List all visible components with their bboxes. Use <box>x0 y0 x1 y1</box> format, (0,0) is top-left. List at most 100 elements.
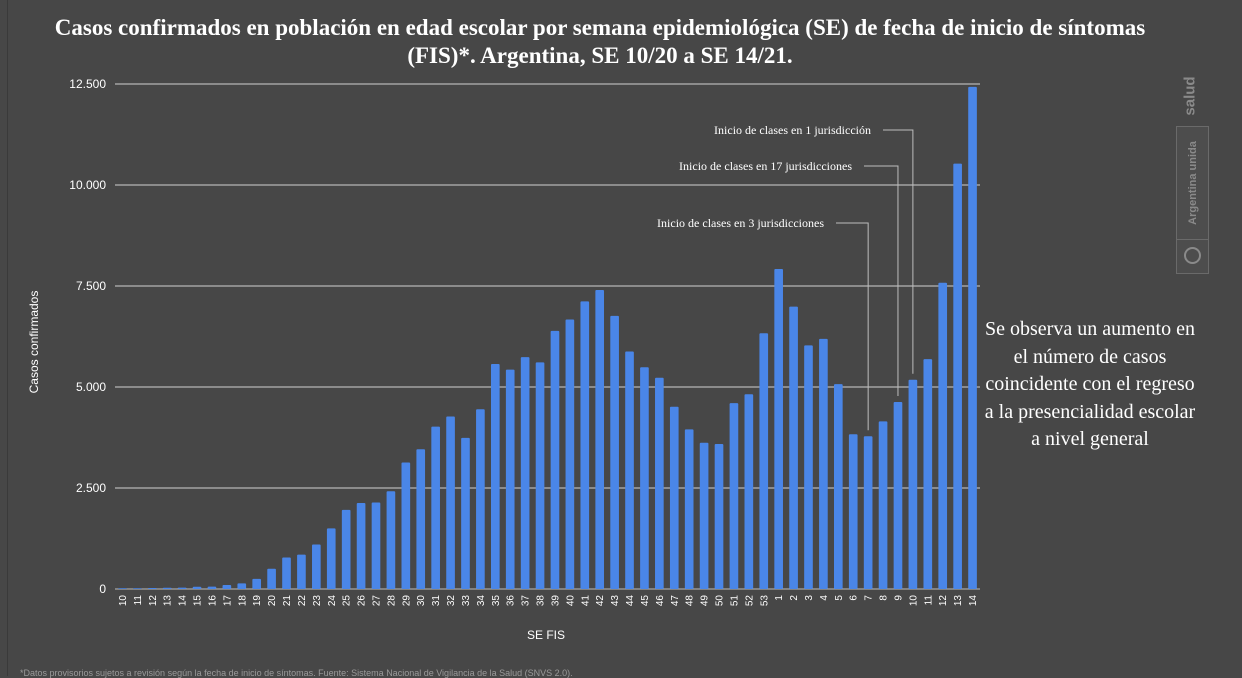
bar <box>297 554 306 589</box>
x-tick-label: 6 <box>849 595 860 601</box>
x-tick-label: 40 <box>565 595 576 607</box>
bar <box>878 421 888 589</box>
bar <box>416 449 426 589</box>
bar <box>565 319 575 589</box>
bar <box>580 301 590 589</box>
x-tick-label: 9 <box>893 595 904 601</box>
x-tick-label: 7 <box>864 595 875 601</box>
x-tick-label: 36 <box>506 595 517 607</box>
x-tick-label: 35 <box>491 595 502 607</box>
left-border <box>7 0 8 676</box>
x-tick-label: 45 <box>640 595 651 607</box>
bar <box>804 345 813 589</box>
x-tick-label: 24 <box>327 595 338 607</box>
y-tick-label: 0 <box>99 582 106 596</box>
bar <box>356 502 366 589</box>
bar <box>520 357 530 589</box>
bar <box>386 491 396 589</box>
bar <box>789 306 798 589</box>
x-tick-label: 34 <box>476 595 487 607</box>
x-tick-label: 21 <box>282 595 293 607</box>
x-tick-label: 13 <box>953 595 964 607</box>
bar <box>923 359 933 589</box>
bar <box>133 588 142 589</box>
x-tick-label: 22 <box>297 595 308 607</box>
bar <box>625 351 634 589</box>
x-tick-label: 15 <box>193 595 204 607</box>
bar <box>729 403 739 589</box>
y-tick-label: 5.000 <box>76 380 106 394</box>
x-tick-label: 39 <box>550 595 561 607</box>
x-tick-label: 16 <box>207 595 218 607</box>
x-tick-label: 20 <box>267 595 278 607</box>
bar <box>684 429 694 589</box>
y-tick-label: 7.500 <box>76 279 106 293</box>
bar <box>490 363 500 589</box>
annotation-leader-line <box>883 129 914 374</box>
bar <box>669 406 679 589</box>
bar <box>222 584 232 589</box>
x-tick-label: 14 <box>968 595 979 607</box>
bar <box>893 401 903 589</box>
x-tick-label: 12 <box>938 595 949 607</box>
bar <box>610 315 619 589</box>
x-tick-label: 2 <box>789 595 800 601</box>
x-tick-label: 10 <box>908 595 919 607</box>
bar <box>744 394 754 589</box>
x-tick-label: 23 <box>312 595 323 607</box>
x-tick-label: 26 <box>357 595 368 607</box>
bar <box>162 587 172 589</box>
bar <box>968 86 977 589</box>
y-axis-label: Casos confirmados <box>27 290 41 394</box>
x-tick-label: 51 <box>729 595 740 607</box>
x-tick-label: 13 <box>163 595 174 607</box>
x-tick-label: 25 <box>342 595 353 607</box>
annotation-label: Inicio de clases en 1 jurisdicción <box>714 123 871 137</box>
x-tick-label: 38 <box>536 595 547 607</box>
x-tick-label: 42 <box>595 595 606 607</box>
x-tick-label: 18 <box>237 595 248 607</box>
x-tick-label: 46 <box>655 595 666 607</box>
x-tick-label: 12 <box>148 595 159 607</box>
x-tick-label: 33 <box>461 595 472 607</box>
bar <box>371 502 381 589</box>
x-tick-label: 31 <box>431 595 442 607</box>
bar <box>282 557 291 589</box>
x-tick-label: 4 <box>819 595 830 601</box>
bar <box>341 509 351 589</box>
x-tick-label: 11 <box>923 595 934 606</box>
x-tick-label: 32 <box>446 595 457 607</box>
x-tick-label: 50 <box>715 595 726 607</box>
bar <box>595 290 605 589</box>
annotation-leader-line <box>864 165 899 396</box>
x-tick-label: 3 <box>804 595 815 601</box>
x-axis-label: SE FIS <box>526 628 566 642</box>
logo-panel: Argentina unida <box>1176 126 1209 274</box>
annotation-label: Inicio de clases en 17 jurisdicciones <box>679 159 852 173</box>
bar <box>252 578 262 589</box>
x-tick-label: 30 <box>416 595 427 607</box>
x-tick-label: 10 <box>118 595 129 607</box>
x-tick-label: 53 <box>759 595 770 607</box>
bar <box>326 528 336 589</box>
x-tick-label: 28 <box>386 595 397 607</box>
y-tick-label: 12.500 <box>69 77 106 91</box>
x-tick-label: 49 <box>700 595 711 607</box>
bar <box>461 437 470 589</box>
bar <box>118 588 127 589</box>
chart-title: Casos confirmados en población en edad e… <box>54 15 1146 68</box>
x-tick-label: 14 <box>178 595 189 607</box>
x-tick-label: 44 <box>625 595 636 607</box>
bar <box>207 586 217 589</box>
x-tick-label: 5 <box>834 595 845 601</box>
y-tick-label: 10.000 <box>69 178 106 192</box>
bar <box>774 269 783 589</box>
bar <box>908 379 918 589</box>
bar <box>177 587 187 589</box>
bar <box>267 568 276 589</box>
footnote: *Datos provisorios sujetos a revisión se… <box>20 668 573 678</box>
y-tick-label: 2.500 <box>76 481 106 495</box>
bar <box>759 333 769 589</box>
x-tick-label: 37 <box>521 595 532 607</box>
bar <box>938 282 948 589</box>
